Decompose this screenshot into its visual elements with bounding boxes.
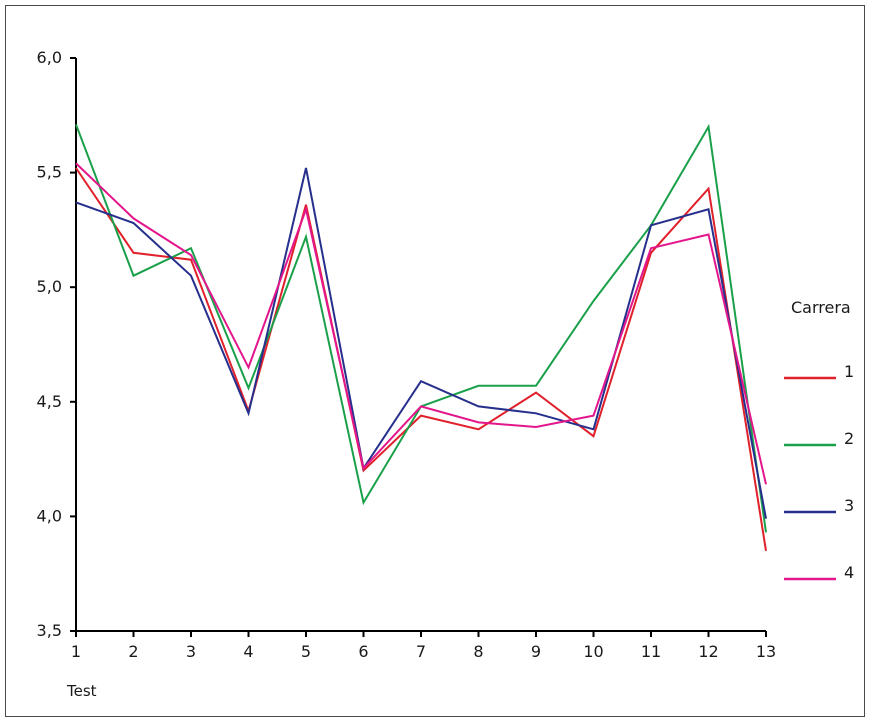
legend-label-3: 3 [844, 496, 854, 515]
x-tick-label: 4 [243, 642, 253, 661]
y-tick-label: 5,5 [37, 163, 62, 182]
x-tick-label: 13 [756, 642, 776, 661]
x-tick-label: 9 [531, 642, 541, 661]
x-tick-label: 2 [128, 642, 138, 661]
x-tick-label: 3 [186, 642, 196, 661]
x-tick-label: 10 [583, 642, 603, 661]
legend-label-2: 2 [844, 429, 854, 448]
x-tick-label: 12 [698, 642, 718, 661]
series-line-2 [75, 123, 767, 533]
line-chart: 3,54,04,55,05,56,0 1 2 3 4 5 6 7 8 9 10 11 12 13 Car… [37, 48, 855, 700]
x-tick-label: 7 [416, 642, 426, 661]
x-tick-label: 11 [641, 642, 661, 661]
legend-label-4: 4 [844, 563, 854, 582]
y-axis: 3,5 4,0 4,5 5,0 5,5 6,0 [37, 48, 77, 640]
series-lines [75, 123, 767, 551]
x-axis: 1 2 3 4 5 6 7 8 9 10 11 12 13 [71, 630, 776, 661]
x-tick-label: 8 [473, 642, 483, 661]
y-tick-label: 4,5 [37, 392, 62, 411]
x-tick-label: 5 [301, 642, 311, 661]
x-tick-label: 6 [358, 642, 368, 661]
y-tick-label: 5,0 [37, 277, 62, 296]
y-tick-label: 6,0 [37, 48, 62, 67]
y-tick-label: 4,0 [37, 506, 62, 525]
legend-label-1: 1 [844, 362, 854, 381]
y-tick-label: 3,5 [37, 621, 62, 640]
series-line-4 [75, 162, 767, 485]
chart-frame: 3,5 4,0 4,5 5,0 5,5 6,0 1 2 3 4 5 6 7 8 9 10 11 12 13 Car… [5, 5, 865, 717]
series-line-1 [75, 167, 767, 551]
legend: Carrera 1 2 3 4 [784, 298, 854, 582]
legend-title: Carrera [791, 298, 851, 317]
series-line-3 [75, 167, 767, 519]
x-axis-title: Test [66, 682, 97, 700]
x-tick-label: 1 [71, 642, 81, 661]
